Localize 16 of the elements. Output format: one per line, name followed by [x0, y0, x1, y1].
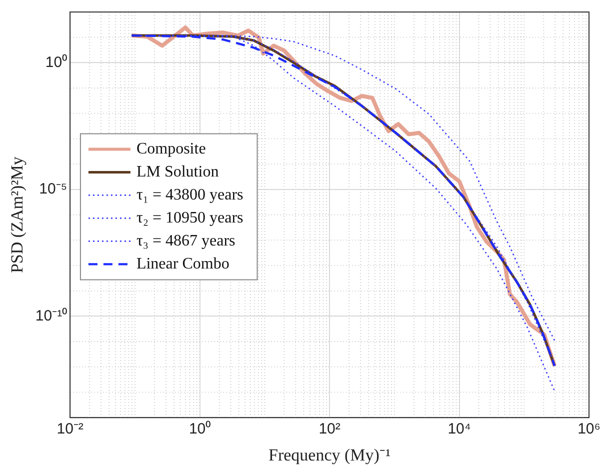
legend-label: τ₃ = 4867 years [136, 232, 236, 250]
legend-label: τ₂ = 10950 years [136, 209, 244, 226]
x-axis-title: Frequency (My)⁻¹ [268, 445, 391, 464]
y-axis-title: PSD (ZAm²)²My [8, 156, 27, 274]
y-tick-label: 10⁻¹⁰ [35, 307, 68, 324]
legend-label: Composite [136, 140, 206, 158]
y-tick-label: 10⁻⁵ [39, 180, 68, 198]
y-tick-label: 10⁰ [45, 54, 68, 71]
x-tick-label: 10⁶ [578, 420, 600, 438]
x-tick-label: 10⁴ [448, 420, 471, 438]
legend-label: τ₁ = 43800 years [136, 186, 244, 204]
x-tick-label: 10⁰ [188, 420, 211, 438]
x-tick-label: 10² [318, 420, 340, 438]
x-tick-label: 10⁻² [56, 420, 84, 438]
legend-label: Linear Combo [136, 255, 230, 272]
legend-label: LM Solution [136, 163, 219, 180]
